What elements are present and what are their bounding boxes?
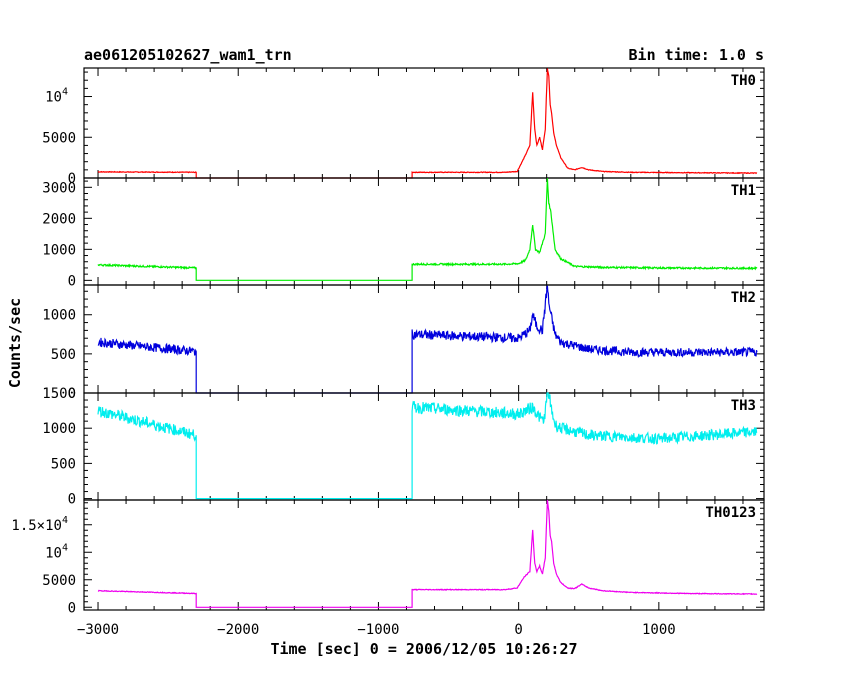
x-axis-label: Time [sec] 0 = 2006/12/05 10:26:27 xyxy=(270,640,577,658)
panel-frame xyxy=(83,499,765,611)
channel-label: TH0 xyxy=(731,73,756,89)
y-tick-label: 500 xyxy=(51,456,76,472)
x-tick-label: 0 xyxy=(514,622,522,638)
y-tick-label: 500 xyxy=(51,347,76,363)
channel-label: TH3 xyxy=(731,398,756,414)
y-tick-label: 104 xyxy=(45,542,68,561)
series-line-th2 xyxy=(97,285,758,394)
x-tick-label: −1000 xyxy=(357,622,399,638)
y-tick-label: 1000 xyxy=(42,308,76,324)
x-tick-label: −2000 xyxy=(217,622,259,638)
y-tick-label: 1000 xyxy=(42,421,76,437)
chart-title-right: Bin time: 1.0 s xyxy=(629,46,764,64)
panel-th2: 0 500 1000 TH2 xyxy=(42,284,765,402)
chart-title-left: ae061205102627_wam1_trn xyxy=(84,46,292,64)
y-tick-label: 2000 xyxy=(42,211,76,227)
x-tick-label: 1000 xyxy=(642,622,676,638)
y-tick-label: 0 xyxy=(68,600,76,616)
channel-label: TH1 xyxy=(731,183,756,199)
panel-th0123: 0 5000 104 1.5×104 TH0123 xyxy=(11,499,765,616)
y-tick-label: 104 xyxy=(45,87,68,106)
panel-th0: 0 5000 104 TH0 xyxy=(42,67,765,187)
y-tick-label: 1500 xyxy=(42,386,76,402)
y-tick-label: 0 xyxy=(68,492,76,508)
y-tick-label: 0 xyxy=(68,386,76,402)
series-line-th0 xyxy=(97,68,758,179)
y-tick-label: 0 xyxy=(68,171,76,187)
series-line-th1 xyxy=(97,178,758,281)
y-tick-label: 5000 xyxy=(42,130,76,146)
y-axis-label: Counts/sec xyxy=(6,298,24,388)
panel-frame xyxy=(83,284,765,394)
y-tick-label: 1.5×104 xyxy=(11,515,68,534)
channel-label: TH0123 xyxy=(705,505,756,521)
panel-th1: 0 1000 2000 3000 TH1 xyxy=(42,177,765,289)
series-line-th0123 xyxy=(97,499,758,608)
y-tick-label: 3000 xyxy=(42,180,76,196)
y-tick-label: 1000 xyxy=(42,242,76,258)
series-line-th3 xyxy=(97,392,758,500)
panel-frame xyxy=(83,67,765,179)
y-tick-label: 0 xyxy=(68,273,76,289)
x-tick-label: −3000 xyxy=(77,622,119,638)
x-axis: −3000 −2000 −1000 0 1000 xyxy=(77,622,676,638)
y-tick-label: 5000 xyxy=(42,573,76,589)
panel-th3: 0 500 1000 1500 TH3 xyxy=(42,386,765,508)
channel-label: TH2 xyxy=(731,290,756,306)
